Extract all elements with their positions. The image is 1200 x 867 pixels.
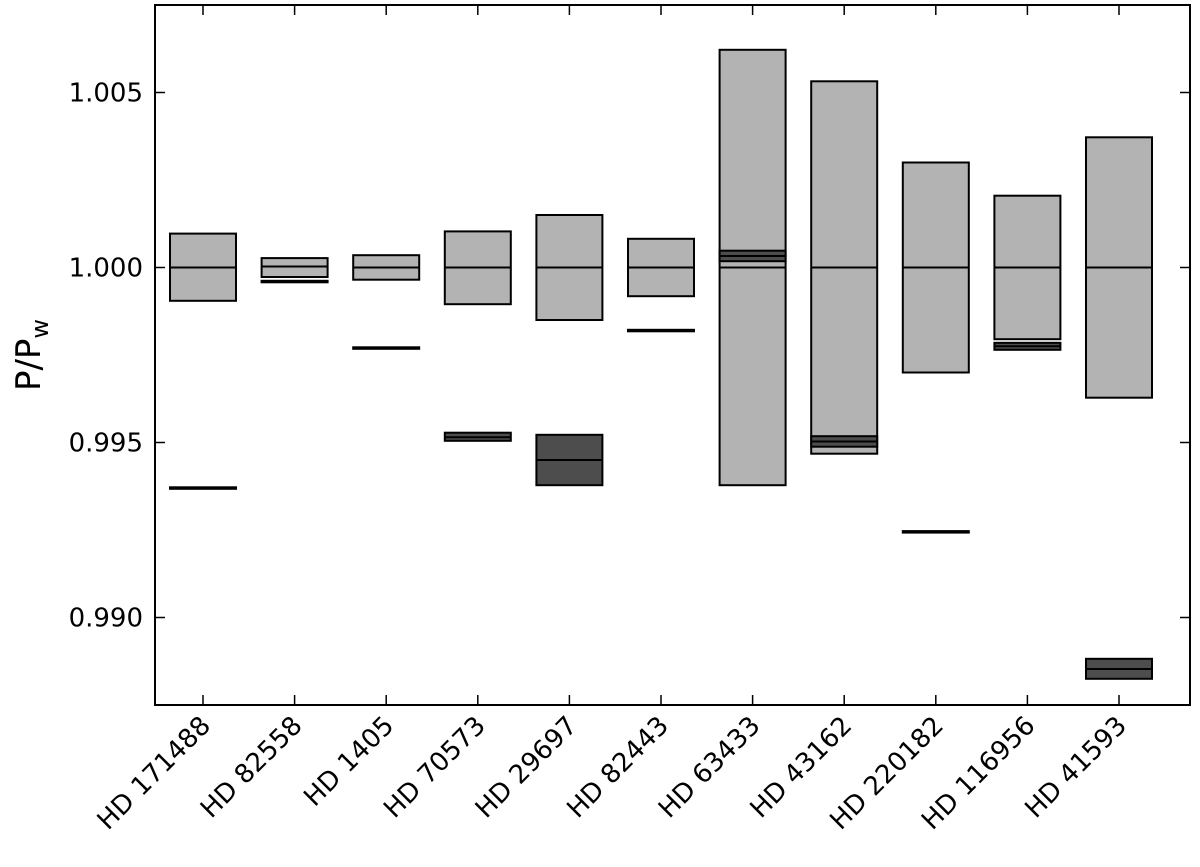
box-light-1 [260, 257, 329, 279]
y-axis-label: P/Pw [9, 319, 54, 391]
y-tick-label-0: 0.990 [69, 604, 143, 634]
ticks-layer [155, 5, 1190, 705]
y-tick-label-2: 1.000 [69, 254, 143, 284]
y-axis-label-main: P/P [9, 339, 49, 391]
boxes-layer [169, 48, 1153, 680]
y-tick-label-3: 1.005 [69, 79, 143, 109]
medians-layer [170, 255, 1152, 670]
x-tick-label-0: HD 171488 [92, 711, 217, 836]
y-tick-labels: 0.990 0.995 1.000 1.005 [69, 79, 143, 634]
y-tick-label-1: 0.995 [69, 429, 143, 459]
plot-frame [154, 4, 1191, 706]
y-axis-label-subscript: w [26, 319, 54, 339]
